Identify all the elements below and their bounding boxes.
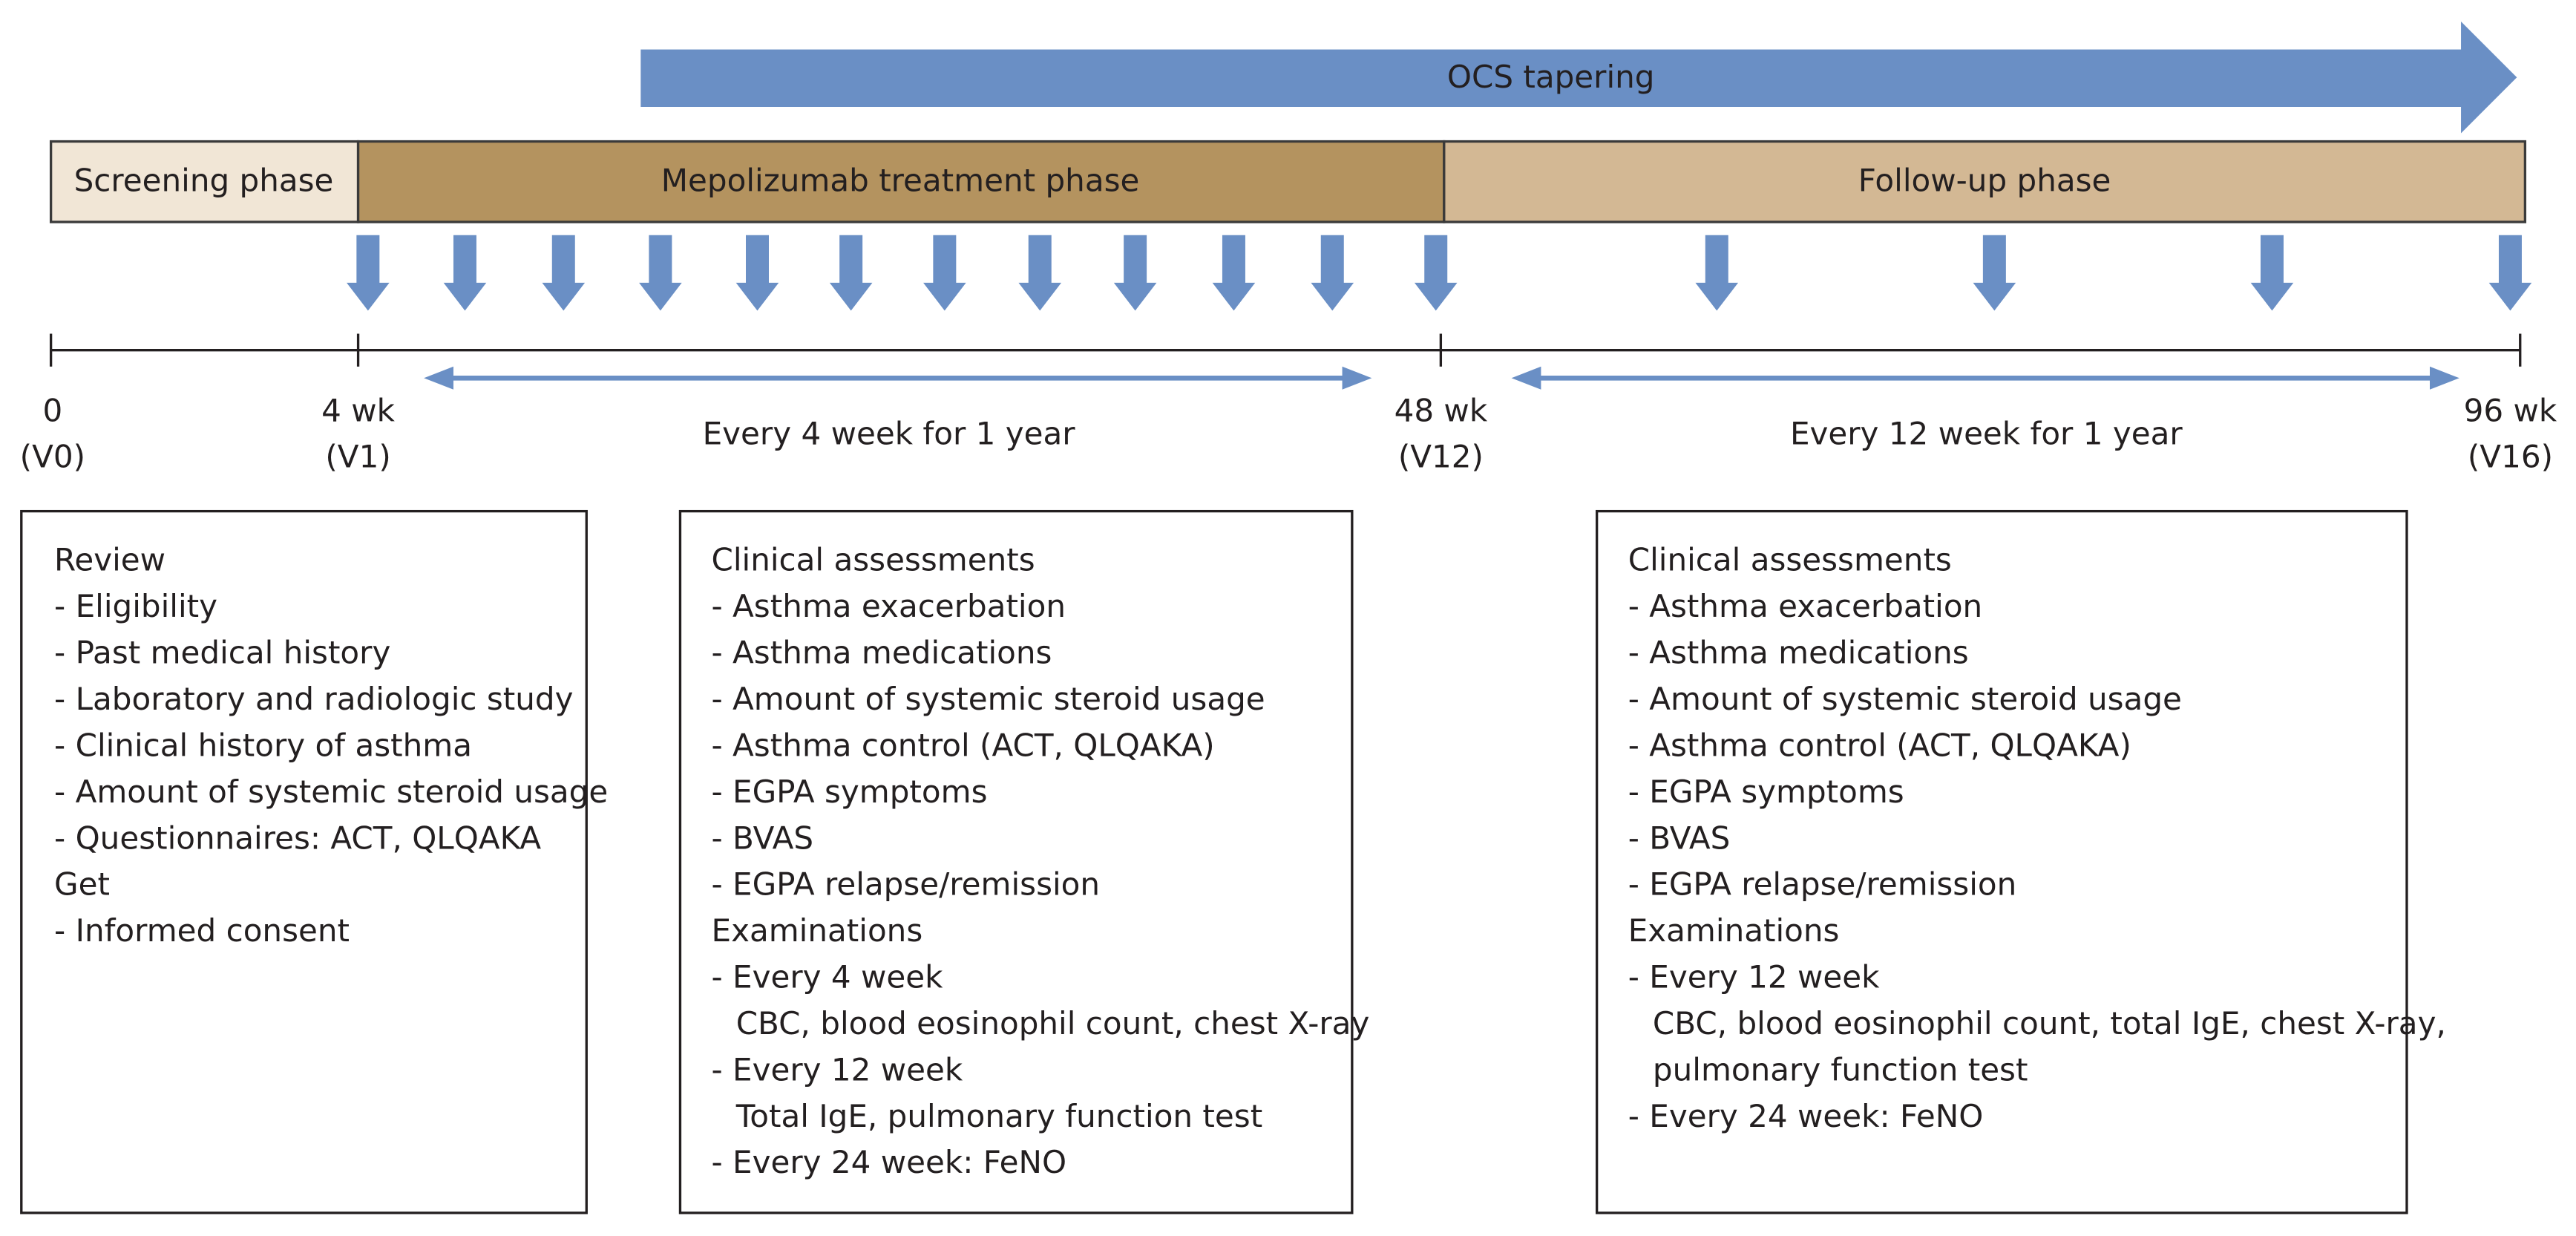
interval-arrows [424,366,2459,390]
down-arrow [443,235,487,311]
box-line: - Clinical history of asthma [54,727,472,763]
box-line: - Eligibility [54,588,217,624]
phase-label: Screening phase [74,162,334,198]
box-line: - Laboratory and radiologic study [54,681,573,717]
interval-label: Every 12 week for 1 year [1790,415,2183,451]
box-line: - Amount of systemic steroid usage [54,774,608,810]
box-line: - EGPA symptoms [1628,774,1904,810]
box-line: Examinations [712,912,923,949]
visit-arrows [347,235,2532,311]
box-line: - EGPA relapse/remission [1628,866,2017,903]
box-line: - Every 12 week [1628,959,1880,995]
box-line: - Asthma medications [1628,635,1969,671]
box-line: - Every 4 week [712,959,944,995]
interval-label: Every 4 week for 1 year [703,415,1076,451]
box-line: pulmonary function test [1653,1051,2028,1088]
box-line: Total IgE, pulmonary function test [735,1098,1262,1134]
down-arrow [347,235,390,311]
visit-label: (V0) [20,438,85,474]
week-label: 0 [42,392,62,428]
box-line: Review [54,542,165,578]
box-line: - Amount of systemic steroid usage [1628,681,2182,717]
box-line: - Asthma control (ACT, QLQAKA) [712,727,1215,763]
phase-label: Follow-up phase [1858,162,2111,198]
visit-label: (V12) [1398,438,1484,474]
visit-label: (V16) [2468,438,2553,474]
box-line: - EGPA symptoms [712,774,988,810]
down-arrow [1311,235,1354,311]
week-label: 48 wk [1394,392,1488,428]
tapering-label: OCS tapering [1447,59,1655,95]
box-line: CBC, blood eosinophil count, total IgE, … [1653,1005,2446,1042]
down-arrow [2488,235,2532,311]
phase-bar [356,140,1446,223]
box-line: Clinical assessments [1628,542,1952,578]
box [1596,509,2408,1214]
down-arrow [1113,235,1157,311]
box-line: - Every 24 week: FeNO [712,1144,1067,1180]
box-line: Examinations [1628,912,1840,949]
down-arrow [1018,235,1062,311]
box-line: - Asthma control (ACT, QLQAKA) [1628,727,2131,763]
box-line: CBC, blood eosinophil count, chest X-ray [736,1005,1370,1042]
box-line: - Questionnaires: ACT, QLQAKA [54,820,541,856]
visit-label: (V1) [325,438,390,474]
box-line: Get [54,866,110,903]
down-arrow [542,235,586,311]
down-arrow [923,235,966,311]
down-arrow [639,235,682,311]
box-line: - Asthma exacerbation [712,588,1066,624]
timeline [49,333,2522,367]
phase-label: Mepolizumab treatment phase [661,162,1140,198]
box-line: - BVAS [1628,820,1731,856]
week-label: 96 wk [2464,392,2557,428]
box [678,509,1354,1214]
down-arrow [1414,235,1458,311]
box-line: - BVAS [712,820,814,856]
box-line: - Every 24 week: FeNO [1628,1098,1984,1134]
box-line: - EGPA relapse/remission [712,866,1101,903]
phase-bar [1443,140,2527,223]
box [20,509,588,1214]
down-arrow [2250,235,2294,311]
down-arrow [1212,235,1256,311]
box-line: - Asthma exacerbation [1628,588,1982,624]
box-line: - Past medical history [54,635,390,671]
box-line: - Every 12 week [712,1051,963,1088]
box-line: - Amount of systemic steroid usage [712,681,1265,717]
box-line: - Informed consent [54,912,350,949]
week-label: 4 wk [321,392,396,428]
down-arrow [829,235,873,311]
down-arrow [1973,235,2016,311]
box-line: Clinical assessments [712,542,1035,578]
tapering-arrow [640,21,2517,134]
box-line: - Asthma medications [712,635,1052,671]
down-arrow [735,235,779,311]
down-arrow [1695,235,1739,311]
